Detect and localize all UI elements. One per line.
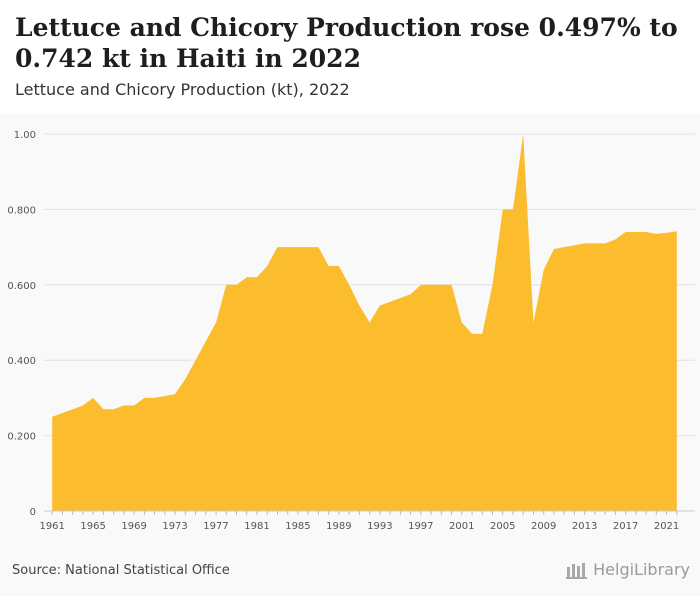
data-point: [174, 393, 177, 396]
data-point: [552, 247, 555, 250]
data-point: [481, 332, 484, 335]
x-tick-label: 1973: [162, 521, 187, 532]
data-point: [245, 276, 248, 279]
x-tick-label: 1981: [244, 521, 269, 532]
data-point: [522, 133, 525, 136]
data-point: [133, 404, 136, 407]
x-tick-label: 1993: [367, 521, 392, 532]
data-point: [61, 411, 64, 414]
data-point: [583, 242, 586, 245]
x-tick-label: 1997: [408, 521, 433, 532]
x-tick-label: 1969: [121, 521, 146, 532]
data-point: [81, 404, 84, 407]
data-point: [92, 396, 95, 399]
data-point: [378, 304, 381, 307]
data-point: [634, 231, 637, 234]
data-point: [563, 246, 566, 249]
data-point: [51, 415, 54, 418]
data-point: [122, 404, 125, 407]
data-point: [235, 283, 238, 286]
y-tick-label: 0.600: [7, 281, 36, 292]
x-tick-label: 1989: [326, 521, 351, 532]
header: Lettuce and Chicory Production rose 0.49…: [0, 0, 700, 114]
data-point: [143, 396, 146, 399]
x-tick-label: 1977: [203, 521, 228, 532]
data-point: [655, 232, 658, 235]
data-point: [112, 408, 115, 411]
data-point: [450, 283, 453, 286]
source-note: Source: National Statistical Office: [12, 563, 230, 578]
data-point: [184, 378, 187, 381]
data-point: [71, 408, 74, 411]
library-icon: [566, 562, 588, 579]
data-point: [532, 321, 535, 324]
x-tick-label: 1961: [39, 521, 64, 532]
data-point: [542, 268, 545, 271]
data-point: [266, 264, 269, 267]
data-point: [511, 208, 514, 211]
data-point: [194, 359, 197, 362]
data-point: [317, 246, 320, 249]
data-point: [389, 300, 392, 303]
data-point: [215, 321, 218, 324]
x-tick-label: 2001: [449, 521, 474, 532]
data-point: [255, 276, 258, 279]
data-point: [604, 242, 607, 245]
data-point: [675, 230, 678, 233]
data-point: [460, 321, 463, 324]
data-point: [348, 283, 351, 286]
chart-subtitle: Lettuce and Chicory Production (kt), 202…: [15, 80, 350, 99]
data-point: [225, 283, 228, 286]
brand-logo[interactable]: HelgiLibrary: [566, 560, 690, 579]
x-tick-label: 2021: [654, 521, 679, 532]
data-point: [307, 246, 310, 249]
x-tick-label: 1965: [80, 521, 105, 532]
x-tick-label: 2009: [531, 521, 556, 532]
y-tick-label: 0.200: [7, 432, 36, 443]
y-tick-label: 0.400: [7, 356, 36, 367]
data-point: [665, 231, 668, 234]
brand-name: HelgiLibrary: [593, 560, 690, 579]
x-tick-label: 2017: [613, 521, 638, 532]
data-point: [399, 296, 402, 299]
data-point: [409, 293, 412, 296]
y-tick-label: 0: [30, 507, 36, 518]
data-point: [501, 208, 504, 211]
x-tick-label: 1985: [285, 521, 310, 532]
data-point: [204, 340, 207, 343]
y-tick-label: 0.800: [7, 205, 36, 216]
data-point: [430, 283, 433, 286]
data-point: [163, 395, 166, 398]
data-point: [593, 242, 596, 245]
data-point: [491, 283, 494, 286]
data-point: [327, 264, 330, 267]
x-tick-label: 2005: [490, 521, 515, 532]
data-point: [419, 283, 422, 286]
data-point: [296, 246, 299, 249]
data-point: [102, 408, 105, 411]
x-tick-label: 2013: [572, 521, 597, 532]
data-point: [153, 396, 156, 399]
data-point: [440, 283, 443, 286]
data-point: [573, 244, 576, 247]
data-point: [614, 238, 617, 241]
data-point: [337, 264, 340, 267]
data-point: [358, 304, 361, 307]
data-point: [645, 231, 648, 234]
data-point: [624, 231, 627, 234]
data-point: [276, 246, 279, 249]
data-point: [368, 321, 371, 324]
y-tick-label: 1.00: [14, 130, 36, 141]
data-point: [286, 246, 289, 249]
data-point: [471, 332, 474, 335]
area-series: [52, 134, 677, 511]
page-title: Lettuce and Chicory Production rose 0.49…: [15, 13, 678, 73]
